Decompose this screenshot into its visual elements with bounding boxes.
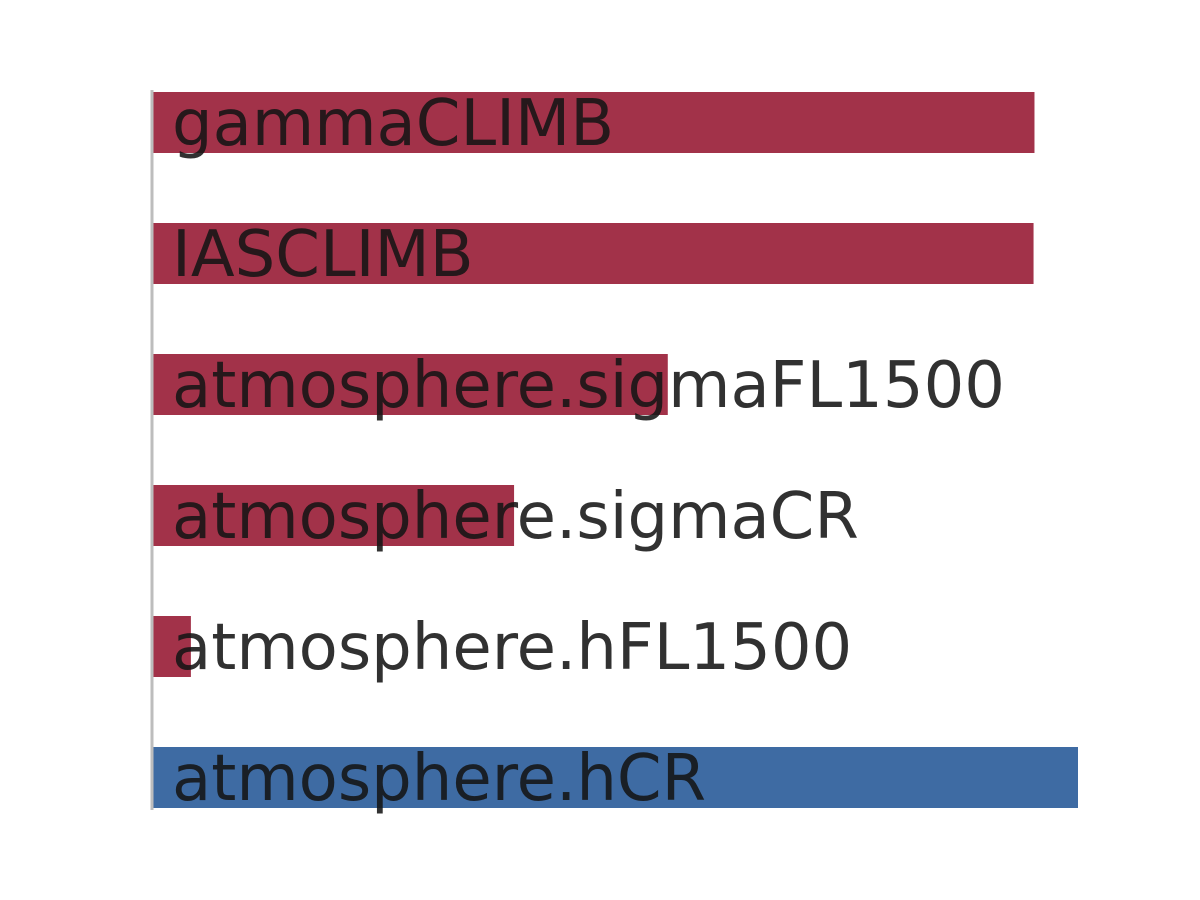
bar-3: [152, 485, 515, 546]
bar-label-5: atmosphere.hCR: [172, 742, 706, 816]
bar-label-0: gammaCLIMB: [172, 87, 614, 161]
bar-2: [152, 354, 668, 415]
bars-layer: [152, 92, 1078, 808]
bar-0: [152, 92, 1035, 153]
bar-label-3: atmosphere.sigmaCR: [172, 480, 859, 554]
labels-layer: gammaCLIMB IASCLIMB atmosphere.sigmaFL1500…: [172, 87, 1005, 816]
bar-label-4: atmosphere.hFL1500: [172, 611, 852, 685]
bar-1: [152, 223, 1034, 284]
bar-label-2: atmosphere.sigmaFL1500: [172, 349, 1005, 423]
bar-4: [152, 616, 191, 677]
bar-label-1: IASCLIMB: [172, 218, 474, 292]
bar-5: [152, 747, 1078, 808]
